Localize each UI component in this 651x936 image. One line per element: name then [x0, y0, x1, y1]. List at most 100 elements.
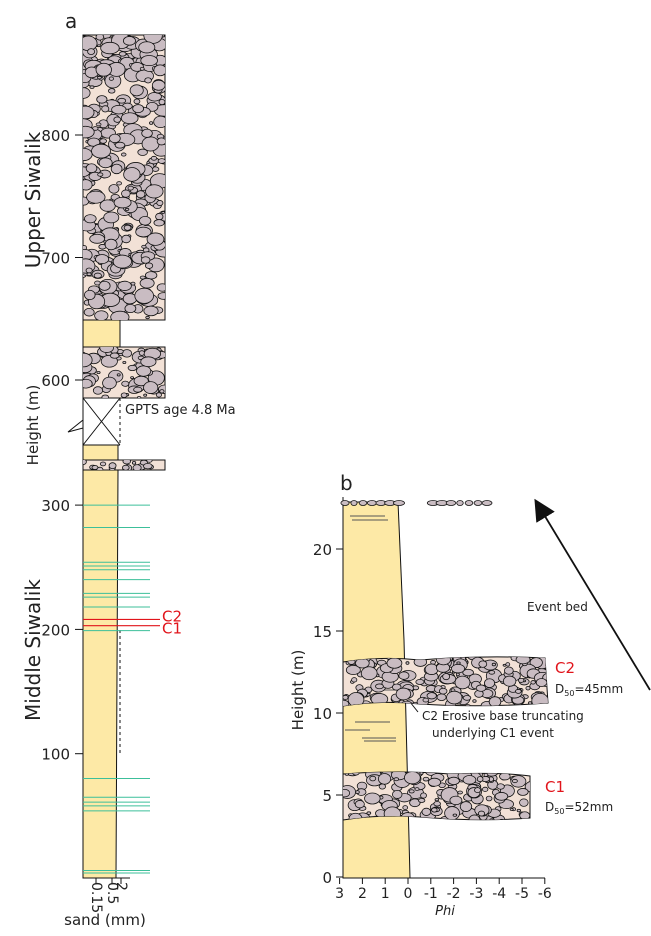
clast — [134, 99, 140, 104]
clast — [393, 501, 404, 506]
clast — [436, 655, 450, 665]
clast — [443, 673, 450, 679]
event-label: C2 — [555, 659, 575, 677]
clast — [109, 77, 113, 80]
clast — [489, 819, 493, 822]
clast — [458, 791, 463, 794]
clast — [435, 798, 439, 800]
axis-title: sand (mm) — [64, 911, 146, 929]
clast — [486, 796, 492, 801]
clast — [121, 113, 138, 124]
clast — [412, 656, 416, 660]
clast — [518, 678, 523, 682]
x-tick-label: 3 — [335, 886, 344, 902]
clast — [453, 814, 457, 816]
clast — [145, 78, 152, 83]
clast — [482, 501, 492, 506]
clast — [100, 462, 106, 466]
clast — [447, 691, 462, 704]
clast — [118, 281, 132, 290]
clast — [149, 122, 152, 125]
clast — [457, 501, 464, 506]
clast — [113, 255, 131, 268]
clast — [86, 268, 92, 273]
gap-symbol — [83, 398, 120, 445]
x-tick-label: -6 — [538, 886, 552, 902]
clast — [160, 390, 164, 393]
clast — [355, 800, 364, 808]
unit-label: Upper Siwalik — [21, 131, 45, 268]
clast — [123, 459, 131, 464]
clast — [518, 788, 529, 795]
x-tick-label: -3 — [469, 886, 483, 902]
clast — [492, 663, 495, 666]
clast — [128, 186, 133, 190]
clast — [396, 688, 411, 700]
clast — [123, 36, 135, 45]
clast — [506, 663, 510, 666]
clast — [463, 696, 471, 701]
axis-title: Height (m) — [289, 650, 307, 731]
clast — [473, 700, 476, 703]
clast — [147, 233, 164, 245]
clast — [356, 791, 360, 794]
clast — [359, 501, 367, 506]
clast — [376, 684, 384, 689]
clast — [112, 105, 126, 114]
clast — [109, 185, 119, 194]
clast — [119, 52, 126, 56]
clast — [104, 212, 119, 223]
clast — [98, 173, 103, 176]
clast — [503, 676, 516, 686]
clast — [445, 807, 460, 820]
clast — [528, 702, 531, 705]
clast — [341, 501, 349, 506]
clast — [528, 769, 532, 771]
clast — [520, 799, 529, 806]
clast — [125, 304, 136, 312]
clast — [145, 263, 152, 269]
clast — [365, 793, 381, 804]
clast — [162, 211, 165, 213]
clast — [526, 686, 530, 690]
clast — [84, 215, 96, 223]
clast — [515, 689, 521, 693]
clast — [392, 790, 402, 798]
clast — [469, 815, 480, 824]
clast — [143, 463, 152, 468]
clast — [536, 678, 547, 686]
clast — [415, 705, 418, 708]
clast — [121, 190, 130, 197]
event-label: C1 — [545, 778, 565, 796]
clast — [154, 65, 167, 76]
clast — [115, 142, 125, 148]
clast — [135, 288, 154, 303]
clast — [140, 278, 154, 288]
x-tick-label: -4 — [492, 886, 506, 902]
clast — [137, 397, 141, 399]
clast — [133, 465, 141, 471]
clast — [531, 681, 536, 684]
d50-symbol: D — [555, 682, 564, 696]
y-tick-label: 5 — [322, 787, 332, 805]
sand-bed — [83, 320, 120, 347]
clast — [484, 679, 494, 688]
clast — [109, 134, 120, 143]
clast — [465, 501, 473, 506]
clast — [88, 49, 95, 55]
clast — [428, 778, 440, 786]
clast — [96, 63, 112, 76]
clast — [517, 809, 521, 812]
gap-note: GPTS age 4.8 Ma — [125, 403, 236, 418]
clast — [77, 126, 95, 138]
clast — [147, 459, 152, 463]
x-tick-label: 0.15 — [88, 882, 104, 913]
clast — [399, 672, 409, 680]
x-tick-label: 1 — [381, 886, 390, 902]
clast — [134, 387, 142, 392]
clast — [451, 664, 464, 673]
clast — [460, 802, 471, 812]
y-tick-label: 600 — [41, 372, 70, 390]
axis-title: Phi — [435, 904, 455, 919]
clast — [93, 387, 102, 395]
